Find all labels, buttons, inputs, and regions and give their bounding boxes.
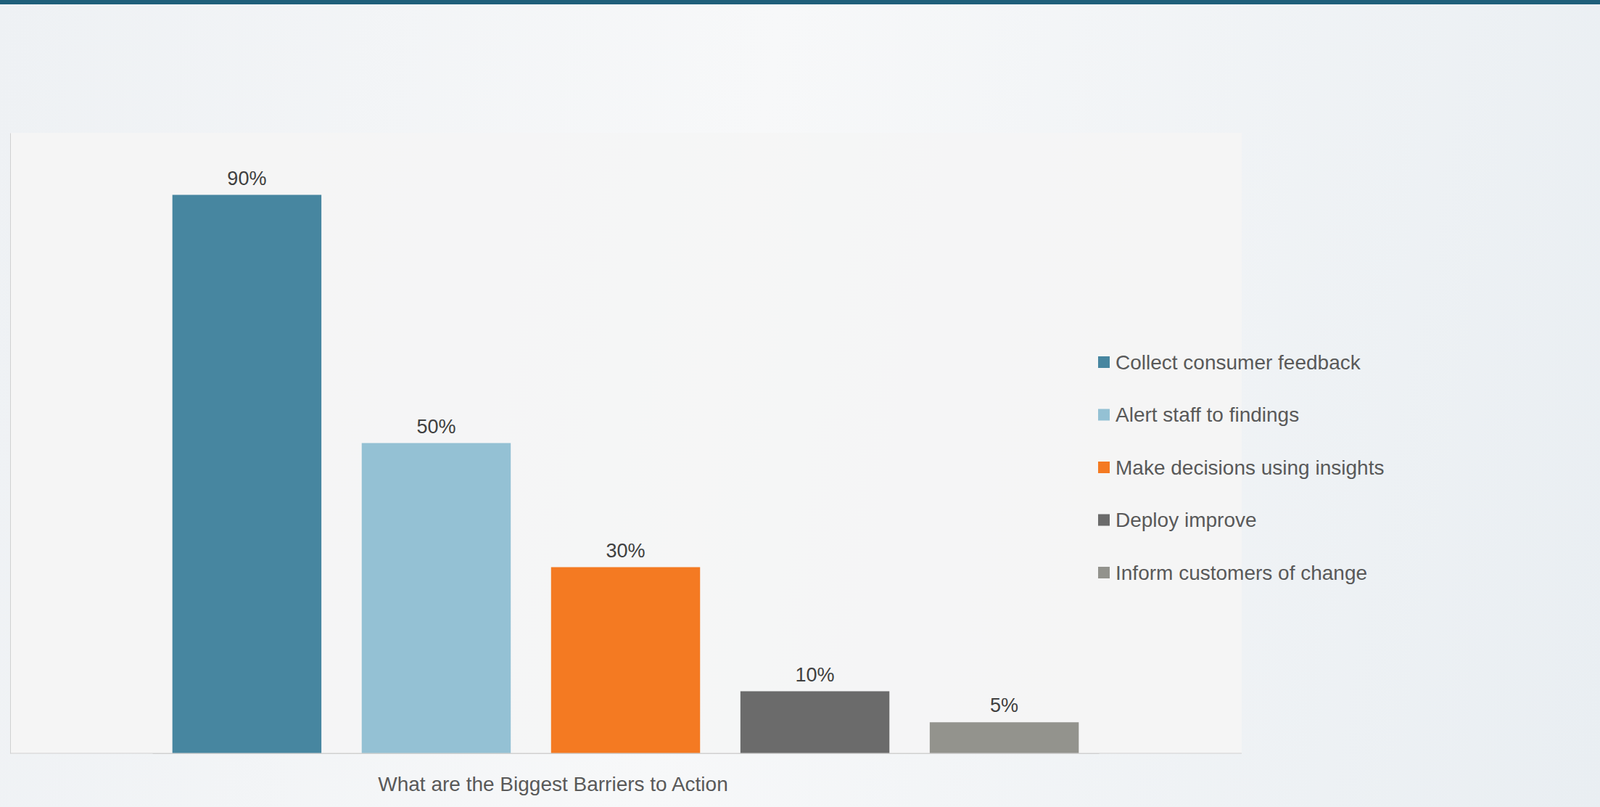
data-label: 10% [795, 663, 835, 686]
legend-label: Alert staff to findings [1115, 403, 1300, 426]
legend-swatch [1098, 514, 1110, 526]
legend-label: Make decisions using insights [1115, 456, 1384, 479]
bar [929, 721, 1079, 753]
top-strip [0, 0, 1600, 5]
axis-line [10, 133, 11, 754]
data-label: 30% [605, 539, 645, 562]
bars [172, 195, 1080, 754]
plot-background [10, 132, 1242, 753]
legend-swatch [1098, 461, 1110, 473]
bar [361, 443, 511, 754]
bar [172, 195, 322, 754]
data-label: 50% [416, 415, 456, 438]
data-labels: 90% 50% 30% 10% 5% [227, 167, 1019, 717]
bar [740, 691, 890, 754]
legend: Collect consumer feedback Alert staff to … [1098, 351, 1384, 584]
legend-swatch [1098, 566, 1110, 579]
legend-label: Inform customers of change [1115, 561, 1368, 584]
y-axis [10, 133, 11, 754]
data-label: 90% [227, 167, 267, 190]
legend-label: Collect consumer feedback [1115, 351, 1362, 374]
bar [551, 567, 700, 754]
legend-label: Deploy improve [1115, 508, 1257, 531]
legend-swatch [1098, 409, 1110, 421]
axis-title: What are the Biggest Barriers to Action [377, 772, 728, 795]
chart: 90% 50% 30% 10% 5% What are the Biggest Barri… [0, 0, 1600, 807]
data-label: 5% [990, 694, 1019, 716]
baseline [10, 752, 1242, 754]
legend-swatch [1098, 356, 1110, 368]
